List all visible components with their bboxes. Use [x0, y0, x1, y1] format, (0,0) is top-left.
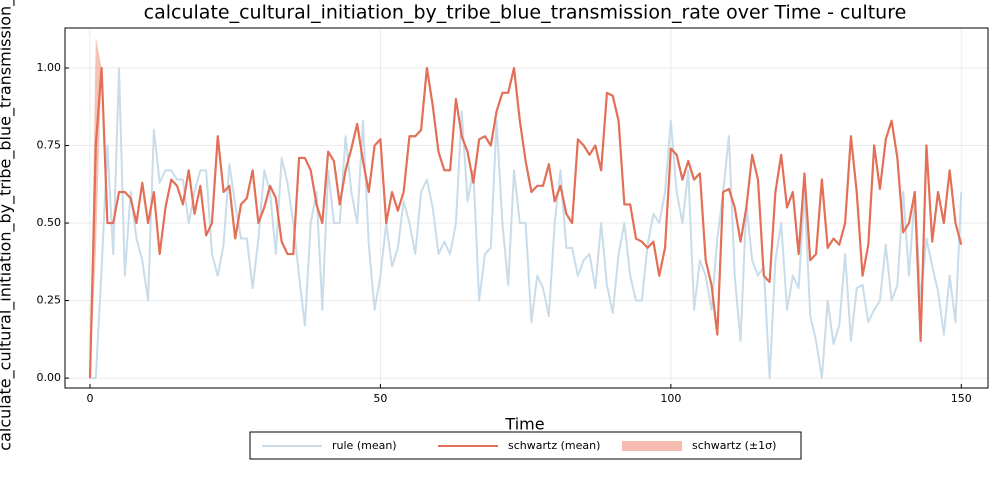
series-line — [89, 67, 963, 380]
plot-frame — [64, 27, 989, 389]
y-tick-label: 0.25 — [37, 294, 62, 307]
y-tick-label: 0.75 — [37, 139, 62, 152]
legend-label: schwartz (±1σ) — [692, 439, 776, 452]
legend-label: schwartz (mean) — [508, 439, 600, 452]
chart-title: calculate_cultural_initiation_by_tribe_b… — [144, 2, 907, 24]
y-tick-label: 0.00 — [37, 371, 62, 384]
x-tick-label: 50 — [373, 392, 387, 405]
x-tick-label: 150 — [951, 392, 972, 405]
legend-label: rule (mean) — [332, 439, 397, 452]
legend-box — [249, 431, 802, 460]
x-axis-label: Time — [504, 415, 544, 434]
y-tick-label: 0.50 — [37, 216, 62, 229]
y-tick-label: 1.00 — [37, 61, 62, 74]
series-line — [88, 66, 963, 379]
y-axis-label: calculate_cultural_initiation_by_tribe_b… — [0, 0, 16, 451]
legend-swatch — [622, 441, 682, 451]
legend: rule (mean) schwartz (mean) schwartz (±1σ) — [262, 439, 776, 452]
x-tick-label: 100 — [660, 392, 681, 405]
x-tick-label: 0 — [86, 392, 93, 405]
